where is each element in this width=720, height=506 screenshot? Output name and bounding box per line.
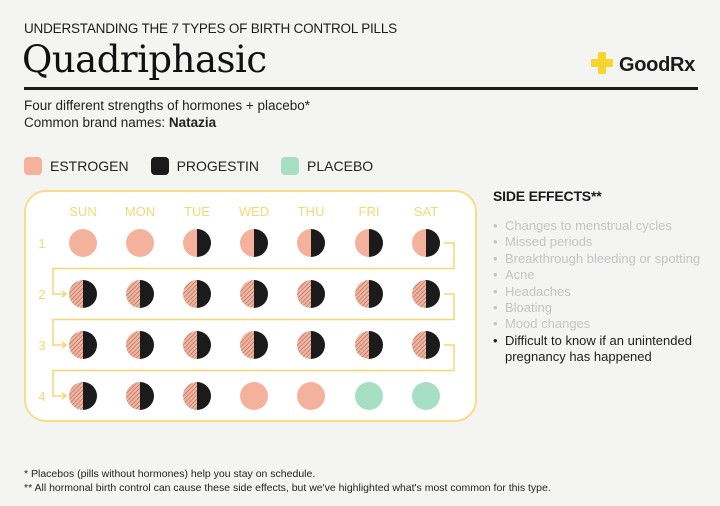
legend-label: PROGESTIN (176, 158, 260, 174)
day-label: SUN (69, 204, 96, 219)
pill-4-thu (297, 382, 325, 410)
pill-1-sat (412, 229, 440, 257)
pill-3-fri (355, 331, 383, 359)
side-effect-item: Bloating (493, 300, 718, 317)
day-label: FRI (359, 204, 380, 219)
pill-4-tue (183, 382, 211, 410)
arrow-icon (61, 392, 68, 400)
legend: ESTROGEN PROGESTIN PLACEBO (24, 157, 395, 175)
placebo-swatch (281, 157, 300, 175)
day-label: WED (239, 204, 269, 219)
description-line: Four different strengths of hormones + p… (24, 98, 311, 113)
arrow-icon (61, 341, 68, 349)
side-effects-panel: SIDE EFFECTS** Changes to menstrual cycl… (493, 188, 718, 366)
pill-3-thu (297, 331, 325, 359)
pill-3-wed (240, 331, 268, 359)
pill-4-sat (412, 382, 440, 410)
pill-1-wed (240, 229, 268, 257)
pill-4-fri (355, 382, 383, 410)
day-labels: SUN MON TUE WED THU FRI SAT (69, 204, 438, 219)
pill-4-mon (126, 382, 154, 410)
pill-2-sun (69, 280, 97, 308)
side-effect-item: Mood changes (493, 316, 718, 333)
footnote-side-effects: ** All hormonal birth control can cause … (24, 482, 551, 494)
brand-names-line: Common brand names: Natazia (24, 114, 310, 131)
brand-names-label: Common brand names: (24, 115, 169, 130)
row-connector (52, 293, 455, 346)
legend-item-estrogen: ESTROGEN (24, 157, 129, 175)
plus-cross-icon (591, 52, 613, 79)
pill-1-mon (126, 229, 154, 257)
row-connector (52, 242, 455, 295)
pill-2-sat (412, 280, 440, 308)
pills (69, 229, 440, 410)
day-label: SAT (414, 204, 438, 219)
week-label: 4 (38, 389, 45, 404)
week-label: 2 (38, 287, 45, 302)
pill-2-thu (297, 280, 325, 308)
estrogen-swatch (24, 157, 42, 175)
side-effect-item: Changes to menstrual cycles (493, 218, 718, 235)
legend-label: PLACEBO (307, 158, 374, 174)
side-effect-item: Acne (493, 267, 718, 284)
page-eyebrow: UNDERSTANDING THE 7 TYPES OF BIRTH CONTR… (24, 21, 397, 36)
side-effect-item: Missed periods (493, 234, 718, 251)
day-label: THU (298, 204, 325, 219)
legend-item-progestin: PROGESTIN (150, 157, 260, 175)
pill-1-fri (355, 229, 383, 257)
pill-4-wed (240, 382, 268, 410)
row-connector (52, 344, 455, 397)
pill-calendar-card: SUN MON TUE WED THU FRI SAT 1 2 3 4 (24, 190, 477, 422)
week-labels: 1 2 3 4 (38, 236, 45, 404)
pill-2-wed (240, 280, 268, 308)
brand-names-value: Natazia (168, 115, 217, 130)
logo-name: GoodRx (619, 54, 695, 76)
week-label: 1 (38, 236, 45, 251)
pill-calendar-grid: SUN MON TUE WED THU FRI SAT 1 2 3 4 (38, 204, 455, 410)
pill-3-mon (126, 331, 154, 359)
pill-2-mon (126, 280, 154, 308)
legend-item-placebo: PLACEBO (281, 157, 373, 175)
side-effect-item: Headaches (493, 284, 718, 301)
side-effects-list: Changes to menstrual cycles Missed perio… (493, 218, 718, 366)
arrow-icon (61, 290, 68, 298)
description: Four different strengths of hormones + p… (24, 97, 310, 131)
pill-4-sun (69, 382, 97, 410)
side-effect-item: Breakthrough bleeding or spotting (493, 251, 718, 268)
pill-1-sun (69, 229, 97, 257)
pill-2-fri (355, 280, 383, 308)
goodrx-logo: GoodRx (591, 52, 695, 79)
side-effects-title: SIDE EFFECTS** (493, 188, 602, 204)
pill-1-tue (183, 229, 211, 257)
pill-2-tue (183, 280, 211, 308)
pill-3-tue (183, 331, 211, 359)
progestin-swatch (150, 157, 169, 175)
pill-3-sat (412, 331, 440, 359)
footnotes: * Placebos (pills without hormones) help… (24, 467, 551, 495)
row-connectors (52, 242, 455, 400)
day-label: MON (125, 204, 155, 219)
pill-3-sun (69, 331, 97, 359)
header-rule (24, 87, 698, 90)
side-effect-item: Difficult to know if an unintended pregn… (493, 333, 718, 366)
day-label: TUE (184, 204, 210, 219)
legend-label: ESTROGEN (50, 158, 129, 174)
footnote-placebo: * Placebos (pills without hormones) help… (24, 468, 316, 480)
pill-1-thu (297, 229, 325, 257)
page-title: Quadriphasic (22, 38, 267, 81)
week-label: 3 (38, 338, 45, 353)
